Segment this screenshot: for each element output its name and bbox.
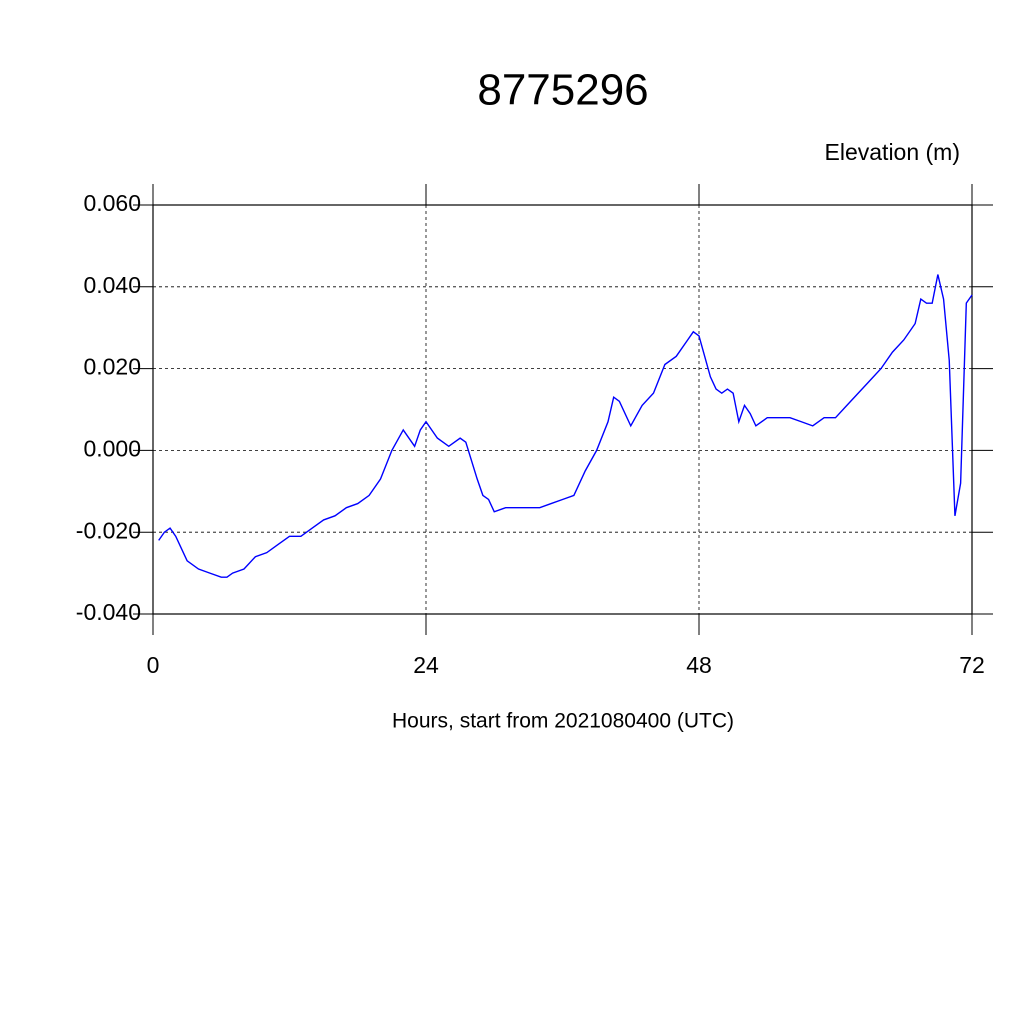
- chart-title: 8775296: [477, 66, 648, 115]
- x-tick-label: 72: [959, 652, 985, 678]
- y-axis-label: Elevation (m): [825, 139, 960, 165]
- y-tick-label: 0.040: [83, 272, 141, 298]
- y-tick-label: 0.060: [83, 190, 141, 216]
- x-tick-label: 24: [413, 652, 439, 678]
- y-tick-label: -0.020: [76, 517, 141, 543]
- x-tick-label: 0: [147, 652, 160, 678]
- plot-frame: [152, 204, 973, 615]
- y-tick-label: 0.020: [83, 354, 141, 380]
- data-line: [158, 274, 973, 578]
- y-tick-label: 0.000: [83, 435, 141, 461]
- x-tick-label: 48: [686, 652, 712, 678]
- y-tick-label: -0.040: [76, 599, 141, 625]
- x-axis-label: Hours, start from 2021080400 (UTC): [392, 710, 734, 733]
